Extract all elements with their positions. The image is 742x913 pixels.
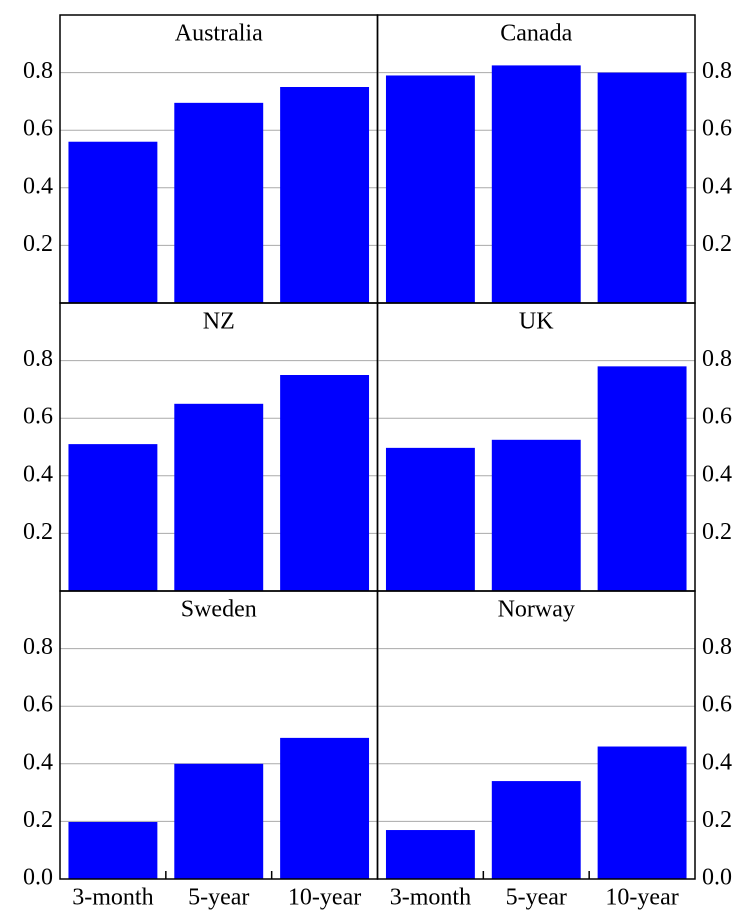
bar <box>385 830 475 879</box>
y-tick-label: 0.4 <box>702 173 732 199</box>
y-tick-label: 0.8 <box>702 346 732 372</box>
y-tick-label: 0.2 <box>702 231 732 257</box>
y-tick-label: 0.6 <box>23 692 53 718</box>
panel-title: Australia <box>175 21 263 47</box>
y-tick-label: 0.4 <box>702 749 732 775</box>
x-tick-label: 5-year <box>506 885 567 911</box>
y-tick-label: 0.8 <box>23 346 53 372</box>
bar <box>68 821 158 879</box>
bar <box>385 75 475 303</box>
bar <box>597 366 687 591</box>
bar <box>174 403 264 591</box>
y-tick-label: 0.2 <box>23 519 53 545</box>
bar <box>68 444 158 591</box>
bar <box>174 102 264 303</box>
bar <box>280 87 370 303</box>
x-tick-label: 10-year <box>288 885 361 911</box>
y-tick-label: 0.0 <box>23 865 53 891</box>
bar <box>68 141 158 303</box>
y-tick-label: 0.8 <box>702 58 732 84</box>
bar <box>385 447 475 591</box>
y-tick-label: 0.6 <box>702 404 732 430</box>
bar <box>280 737 370 879</box>
y-tick-label: 0.4 <box>702 461 732 487</box>
panel-title: Norway <box>498 597 575 623</box>
y-tick-label: 0.8 <box>23 634 53 660</box>
x-tick-label: 3-month <box>72 885 153 911</box>
bar <box>174 763 264 879</box>
y-tick-label: 0.2 <box>23 231 53 257</box>
y-tick-label: 0.4 <box>23 461 53 487</box>
y-tick-label: 0.6 <box>23 404 53 430</box>
panel-frame <box>376 590 696 880</box>
panel-title: Sweden <box>181 597 257 623</box>
y-tick-label: 0.6 <box>23 116 53 142</box>
y-tick-label: 0.6 <box>702 116 732 142</box>
y-tick-label: 0.4 <box>23 749 53 775</box>
panel-title: UK <box>519 309 554 335</box>
y-tick-label: 0.4 <box>23 173 53 199</box>
y-tick-label: 0.2 <box>702 807 732 833</box>
x-tick-label: 3-month <box>390 885 471 911</box>
x-tick-label: 5-year <box>188 885 249 911</box>
y-tick-label: 0.8 <box>702 634 732 660</box>
panel-title: Canada <box>500 21 572 47</box>
bar <box>280 375 370 591</box>
y-tick-label: 0.2 <box>702 519 732 545</box>
bar <box>597 746 687 879</box>
panel-title: NZ <box>203 309 235 335</box>
y-tick-label: 0.8 <box>23 58 53 84</box>
bar <box>491 781 581 879</box>
bar <box>491 65 581 304</box>
bar <box>597 72 687 303</box>
x-tick-label: 10-year <box>605 885 678 911</box>
bar <box>491 439 581 591</box>
y-tick-label: 0.2 <box>23 807 53 833</box>
y-tick-label: 0.0 <box>702 865 732 891</box>
y-tick-label: 0.6 <box>702 692 732 718</box>
